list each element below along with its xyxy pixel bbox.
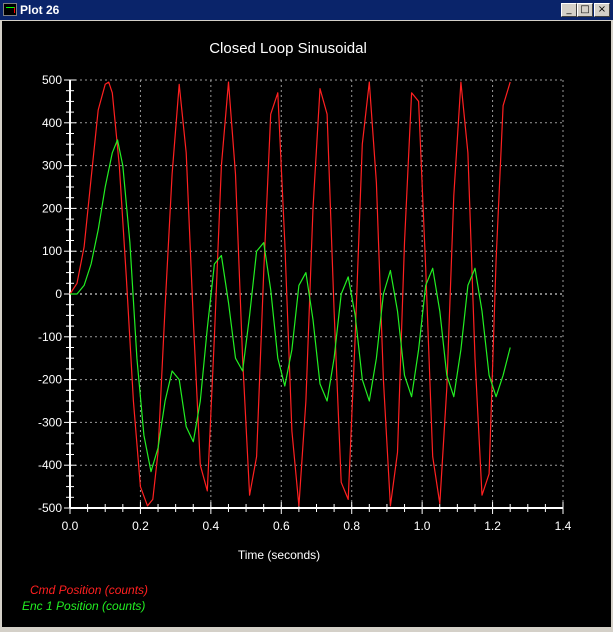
x-tick-label: 1.4 <box>555 519 572 533</box>
x-tick-label: 0.8 <box>343 519 360 533</box>
x-tick-label: 0.4 <box>203 519 220 533</box>
y-tick-label: 500 <box>42 73 62 87</box>
title-bar[interactable]: Plot 26 _ □ × <box>0 0 613 20</box>
y-tick-label: 200 <box>42 201 62 215</box>
plot-area: Closed Loop Sinusoidal 500 400 300 200 100 0 -… <box>2 21 611 627</box>
minimize-button[interactable]: _ <box>561 3 577 17</box>
x-tick-label: 0.0 <box>62 519 79 533</box>
y-tick-label: -100 <box>38 330 62 344</box>
y-tick-label: 400 <box>42 116 62 130</box>
chart-title: Closed Loop Sinusoidal <box>209 40 367 57</box>
series-group <box>69 81 511 507</box>
y-tick-label: -500 <box>38 501 62 515</box>
series-cmd-position-line <box>69 81 511 507</box>
plot-app-icon <box>3 3 17 16</box>
x-tick-label: 0.6 <box>273 519 290 533</box>
y-tick-label: -400 <box>38 458 62 472</box>
y-tick-labels: 500 400 300 200 100 0 -100 -200 -300 -400 -500 <box>38 73 62 515</box>
y-tick-label: -300 <box>38 415 62 429</box>
y-tick-label: 300 <box>42 159 62 173</box>
legend-enc-1-position: Enc 1 Position (counts) <box>22 599 145 613</box>
x-tick-label: 1.2 <box>484 519 501 533</box>
window-title: Plot 26 <box>20 3 60 17</box>
grid-lines <box>70 79 564 509</box>
close-button[interactable]: × <box>594 3 610 17</box>
y-tick-label: 100 <box>42 244 62 258</box>
chart-svg: Closed Loop Sinusoidal 500 400 300 200 100 0 -… <box>22 40 572 613</box>
y-tick-label: 0 <box>55 287 62 301</box>
x-tick-labels: 0.0 0.2 0.4 0.6 0.8 1.0 1.2 1.4 <box>62 519 572 533</box>
x-tick-label: 0.2 <box>132 519 149 533</box>
x-tick-label: 1.0 <box>414 519 431 533</box>
x-axis-label: Time (seconds) <box>238 548 320 562</box>
axes <box>64 79 564 514</box>
series-enc-1-position-line <box>70 139 511 473</box>
legend-cmd-position: Cmd Position (counts) <box>30 583 148 597</box>
y-tick-label: -200 <box>38 373 62 387</box>
maximize-button[interactable]: □ <box>577 3 593 17</box>
